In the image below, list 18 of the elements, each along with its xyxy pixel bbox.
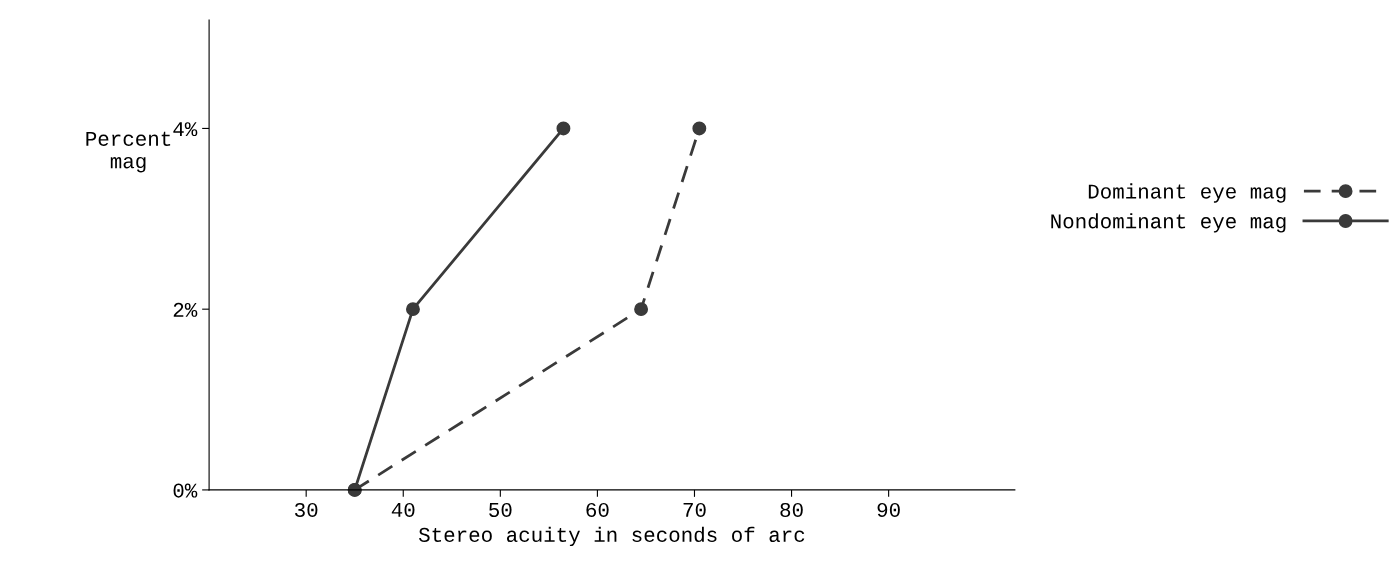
x-tick-label: 80 (780, 502, 803, 518)
point (692, 121, 707, 136)
x-tick-label: 30 (294, 502, 318, 518)
y-axis-title: Percent mag (86, 131, 171, 173)
y-tick-label: 4% (173, 122, 198, 137)
y-tick-label: 2% (173, 302, 198, 317)
point (634, 302, 649, 317)
legend-label: Nondominant eye mag (1051, 213, 1286, 233)
x-tick-label: 70 (683, 502, 706, 518)
x-tick-label: 50 (489, 502, 512, 518)
point (556, 121, 571, 136)
y-tick-label: 0% (173, 483, 198, 498)
point (406, 302, 420, 317)
x-tick-label: 60 (586, 502, 609, 518)
legend-label: Dominant eye mag (1088, 183, 1286, 203)
x-axis-title: Stereo acuity in seconds of arc (418, 526, 805, 547)
x-tick-label: 90 (877, 502, 900, 518)
x-tick-label: 40 (391, 502, 415, 518)
